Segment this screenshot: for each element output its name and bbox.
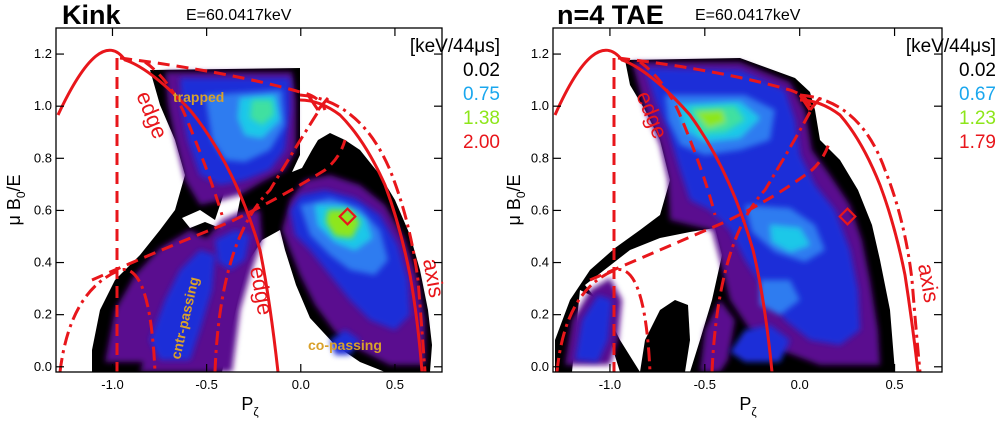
panel-kink: edge edge axis trapped cntr-passing co-p… [4,0,500,419]
tae-ylabel: μ B0/E [504,174,528,225]
kink-blob-blue-e [215,230,250,270]
tae-blob-blue-c [730,325,790,362]
tae-legend-level-3: 1.23 [959,108,996,129]
tae-spoke-2 [808,97,822,111]
tae-ytick-label-4: 0.8 [531,150,549,165]
tae-ytick-label-5: 1.0 [531,98,549,113]
kink-blob-green-b [326,210,360,238]
tae-marker [838,207,857,226]
kink-marker [338,207,357,226]
tae-xtick-label-1: -0.5 [694,377,716,392]
kink-ylabel: μ B0/E [4,174,28,225]
tae-blob-green-b [695,110,726,128]
kink-blob-green-a [250,100,274,125]
kink-xtick-label-3: 0.5 [386,377,404,392]
kink-ytick-label-1: 0.2 [34,307,52,322]
kink-legend-level-3: 1.38 [463,108,500,129]
kink-dashdot-curve-3 [299,93,427,372]
tae-spoke-1 [798,94,812,111]
kink-edge-label-2: edge [245,265,278,318]
tae-legend-level-1: 0.02 [959,60,996,81]
kink-ytick-label-0: 0.0 [34,359,52,374]
kink-xlabel: Pζ [241,394,259,419]
tae-ytick-label-6: 1.2 [531,46,549,61]
kink-trapped-dashed-curve [119,56,327,111]
tae-plot-frame [552,27,943,373]
tae-title: n=4 TAE [557,0,664,30]
kink-dashdot-curve-2 [213,111,320,372]
kink-axis-solid-curve [299,98,424,372]
tae-xlabel: Pζ [739,394,757,419]
tae-blob-lblue-c [760,280,800,315]
tae-ytick-label-2: 0.4 [531,255,549,270]
tae-energy: E=60.0417keV [695,7,801,24]
kink-energy: E=60.0417keV [186,7,292,24]
kink-legend-level-2: 0.75 [463,84,500,105]
kink-legend-unit: [keV/44μs] [410,36,500,57]
tae-blob-blue-b [575,295,612,362]
kink-title: Kink [62,0,121,30]
tae-legend-unit: [keV/44μs] [906,36,996,57]
kink-xtick-label-1: -0.5 [195,377,217,392]
tae-xtick-label-0: -1.0 [599,377,621,392]
kink-xtick-label-2: 0.0 [292,377,310,392]
tae-hole-2 [640,300,690,372]
kink-ticks: -1.0 -0.5 0.0 0.5 0.0 0.2 0.4 0.6 0.8 1.0 1.2 [34,28,442,392]
kink-legend-level-1: 0.02 [463,60,500,81]
tae-blob-purple-c [700,300,735,372]
tae-trapped-dashed-curve-2 [639,60,717,216]
kink-ytick-label-3: 0.6 [34,202,52,217]
tae-legend-level-4: 1.79 [959,132,996,153]
tae-edge-solid-curve [553,48,774,372]
kink-xtick-label-0: -1.0 [101,377,123,392]
kink-ytick-label-2: 0.4 [34,255,52,270]
kink-edge-solid-curve [56,48,280,372]
tae-axis-label: axis [913,262,944,305]
kink-legend-level-4: 2.00 [463,132,500,153]
kink-trapped-dashed-curve-2 [144,60,224,216]
tae-boundaries [553,48,922,372]
tae-legend-level-2: 0.67 [959,84,996,105]
kink-ytick-label-5: 1.0 [34,98,52,113]
kink-co-passing-label: co-passing [308,337,382,353]
tae-ytick-label-3: 0.6 [531,202,549,217]
kink-passing-dashed-curve [91,139,347,282]
panel-tae: edge axis [keV/44μs] 0.02 0.67 1.23 1.79… [504,0,996,419]
tae-axis-solid-curve [799,98,920,372]
tae-dashdot-curve-3 [799,93,922,372]
tae-xtick-label-2: 0.0 [791,377,809,392]
kink-trapped-label: trapped [173,89,224,105]
kink-blob-blue-d [330,330,360,355]
tae-ytick-label-1: 0.2 [531,307,549,322]
kink-plot-frame [55,27,443,373]
tae-xtick-label-3: 0.5 [886,377,904,392]
kink-spoke-1 [306,94,320,111]
tae-dashdot-curve-2 [710,111,812,372]
kink-ytick-label-6: 1.2 [34,46,52,61]
kink-ytick-label-4: 0.8 [34,150,52,165]
tae-ytick-label-0: 0.0 [531,359,549,374]
tae-heatmap [555,58,895,372]
tae-trapped-dashed-curve [617,56,814,111]
kink-blob-blue-c [150,250,215,360]
tae-blob-cyan-b [770,225,810,252]
tae-ticks: -1.0 -0.5 0.0 0.5 0.0 0.2 0.4 0.6 0.8 1.0 1.2 [531,28,942,392]
kink-heatmap [92,68,432,372]
kink-boundaries [56,48,427,372]
kink-spoke-2 [316,97,330,111]
